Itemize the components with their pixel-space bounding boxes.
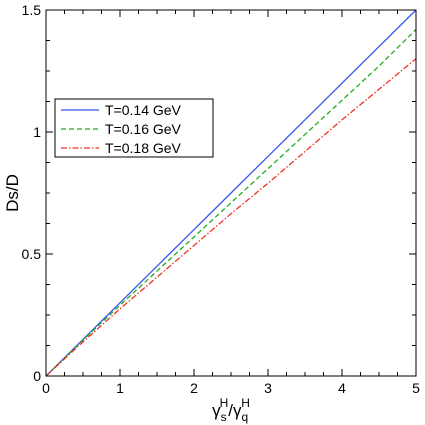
series-lines: [45, 9, 417, 377]
x-tick-label: 0: [42, 380, 50, 396]
y-tick-label: 0.5: [22, 246, 42, 262]
axis-ticks: [45, 9, 417, 377]
legend: T=0.14 GeV T=0.16 GeV T=0.18 GeV: [54, 98, 214, 158]
x-label-sub-q: q: [242, 410, 249, 424]
x-label-sup-h1: H: [220, 396, 229, 410]
x-axis-label: γsH/γqH: [212, 396, 250, 424]
tick-labels: 0 1 2 3 4 5 0 0.5 1 1.5: [22, 2, 421, 396]
x-label-slash: /: [228, 401, 233, 420]
legend-label-1: T=0.16 GeV: [105, 121, 182, 137]
x-tick-label: 1: [116, 380, 124, 396]
y-tick-label: 1: [33, 124, 41, 140]
x-label-gamma-q: γ: [233, 401, 242, 420]
x-tick-label: 2: [190, 380, 198, 396]
x-label-gamma-s: γ: [212, 401, 221, 420]
x-label-sub-s: s: [221, 410, 227, 424]
legend-box: [54, 98, 214, 158]
x-tick-label: 4: [338, 380, 346, 396]
x-label-sup-h2: H: [241, 396, 250, 410]
y-tick-label: 0: [33, 368, 41, 384]
series-line-0: [45, 9, 417, 377]
legend-label-2: T=0.18 GeV: [105, 140, 182, 156]
plot-frame: [45, 9, 417, 377]
y-axis-label: Ds/D: [3, 174, 22, 212]
x-tick-label: 3: [264, 380, 272, 396]
series-line-1: [45, 29, 417, 377]
y-tick-label: 1.5: [22, 2, 42, 18]
series-line-2: [45, 58, 417, 377]
legend-label-0: T=0.14 GeV: [105, 102, 182, 118]
x-tick-label: 5: [412, 380, 420, 396]
